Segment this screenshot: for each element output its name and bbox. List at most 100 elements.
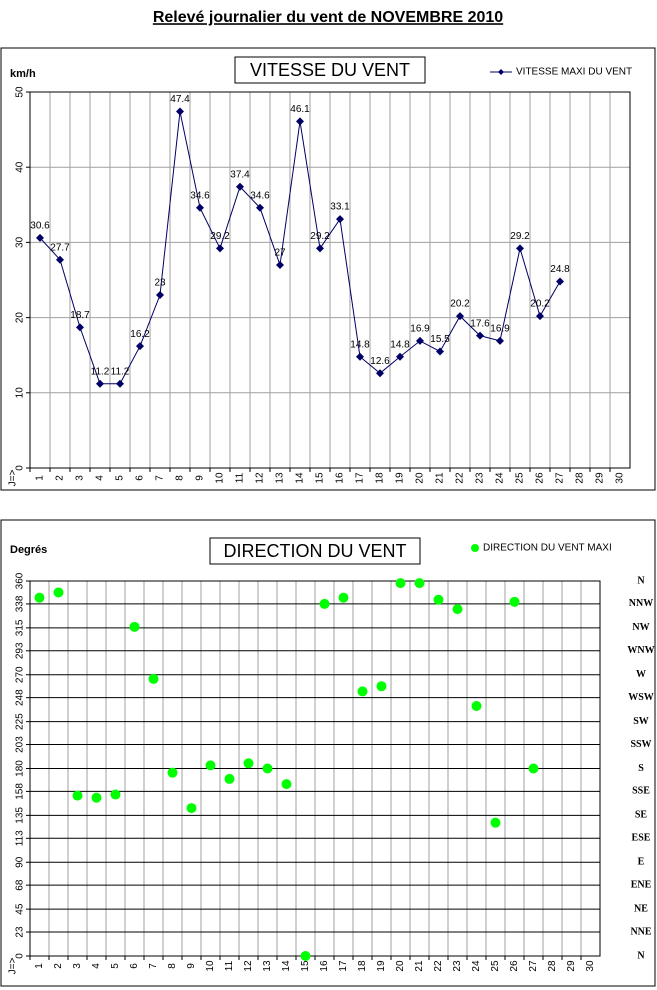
data-label: 16.9 (410, 324, 430, 335)
x-tick-label: 9 (195, 475, 206, 481)
y-tick-label: 90 (15, 856, 26, 868)
x-tick-label: 26 (509, 960, 520, 972)
point-marker (196, 203, 204, 212)
y-tick-label: 20 (15, 312, 26, 324)
chart-frame (0, 519, 656, 987)
point (72, 790, 83, 801)
data-label: 30.6 (30, 221, 50, 232)
y-axis-label: km/h (10, 68, 36, 80)
y-tick-label: 30 (15, 236, 26, 248)
data-label: 18.7 (70, 310, 90, 321)
y-tick-label: 45 (15, 903, 26, 915)
x-tick-label: 17 (355, 472, 366, 484)
x-tick-label: 20 (395, 960, 406, 972)
point (281, 779, 292, 790)
point (243, 758, 254, 769)
y2-tick-label: SSW (630, 739, 651, 750)
point (338, 592, 349, 603)
x-tick-label: 29 (595, 472, 606, 484)
x-tick-label: 14 (295, 472, 306, 484)
y2-tick-label: NE (634, 903, 648, 914)
data-label: 14.8 (390, 339, 410, 350)
point-marker (556, 277, 564, 286)
point-marker (416, 336, 424, 345)
point (91, 792, 102, 803)
point-marker (536, 312, 544, 321)
x-tick-label: 12 (255, 472, 266, 484)
point (53, 587, 64, 598)
point-marker (516, 244, 524, 253)
point-marker (56, 255, 64, 264)
x-tick-label: 6 (129, 963, 140, 969)
data-label: 33.1 (330, 202, 350, 213)
data-label: 15.5 (430, 334, 450, 345)
x-tick-label: 8 (175, 475, 186, 481)
x-tick-label: 16 (319, 960, 330, 972)
data-label: 12.6 (370, 356, 390, 367)
point (490, 817, 501, 828)
title-box (209, 537, 421, 565)
point (224, 773, 235, 784)
point-marker (236, 182, 244, 191)
x-tick-label: 19 (376, 960, 387, 972)
point-marker (476, 331, 484, 340)
x-tick-label: 30 (585, 960, 596, 972)
point-marker (276, 260, 284, 269)
x-tick-label: 19 (395, 472, 406, 484)
y-tick-label: 158 (15, 783, 26, 800)
data-label: 29.2 (310, 231, 330, 242)
x-tick-label: 24 (495, 472, 506, 484)
y-tick-label: 0 (15, 953, 26, 959)
x-axis-label: J=> (8, 470, 19, 487)
x-tick-label: 18 (357, 960, 368, 972)
y-tick-label: 270 (15, 666, 26, 683)
y2-tick-label: N (637, 575, 645, 586)
data-label: 34.6 (190, 190, 210, 201)
point-marker (436, 347, 444, 356)
point (319, 598, 330, 609)
point (452, 604, 463, 615)
x-tick-label: 21 (414, 960, 425, 972)
x-tick-label: 9 (186, 963, 197, 969)
y-tick-label: 113 (15, 830, 26, 846)
y2-tick-label: NNE (630, 926, 651, 937)
data-label: 20.2 (450, 299, 470, 310)
point (395, 578, 406, 589)
data-label: 16.9 (490, 324, 510, 335)
x-tick-label: 10 (215, 472, 226, 484)
page-title: Relevé journalier du vent de NOVEMBRE 20… (153, 9, 503, 26)
data-label: 34.6 (250, 190, 270, 201)
chart-frame (0, 47, 656, 491)
x-tick-label: 6 (135, 475, 146, 481)
data-label: 37.4 (230, 169, 250, 180)
x-tick-label: 22 (433, 960, 444, 972)
data-label: 20.2 (530, 299, 550, 310)
x-tick-label: 11 (224, 960, 235, 971)
data-label: 11.2 (91, 366, 110, 377)
y2-tick-label: N (637, 950, 645, 961)
point-marker (396, 352, 404, 361)
y-tick-label: 68 (15, 879, 26, 891)
x-axis-label: J=> (8, 958, 19, 975)
point-marker (116, 379, 124, 388)
y-axis-label: Degrés (10, 544, 47, 556)
x-tick-label: 24 (471, 960, 482, 972)
y-tick-label: 10 (15, 387, 26, 399)
y-tick-label: 248 (15, 689, 26, 706)
x-tick-label: 28 (547, 960, 558, 972)
point-marker (156, 291, 164, 300)
x-tick-label: 7 (155, 475, 166, 481)
x-tick-label: 1 (35, 475, 46, 481)
y2-tick-label: SW (633, 716, 649, 727)
point-marker (256, 203, 264, 212)
y-tick-label: 23 (15, 926, 26, 938)
data-label: 29.2 (210, 231, 230, 242)
legend-label: VITESSE MAXI DU VENT (516, 67, 632, 78)
legend-marker (498, 69, 504, 75)
y2-tick-label: ENE (631, 879, 652, 890)
legend-label: DIRECTION DU VENT MAXI (483, 543, 612, 554)
y-tick-label: 135 (15, 807, 26, 824)
x-tick-label: 7 (148, 963, 159, 969)
point-marker (216, 244, 224, 253)
